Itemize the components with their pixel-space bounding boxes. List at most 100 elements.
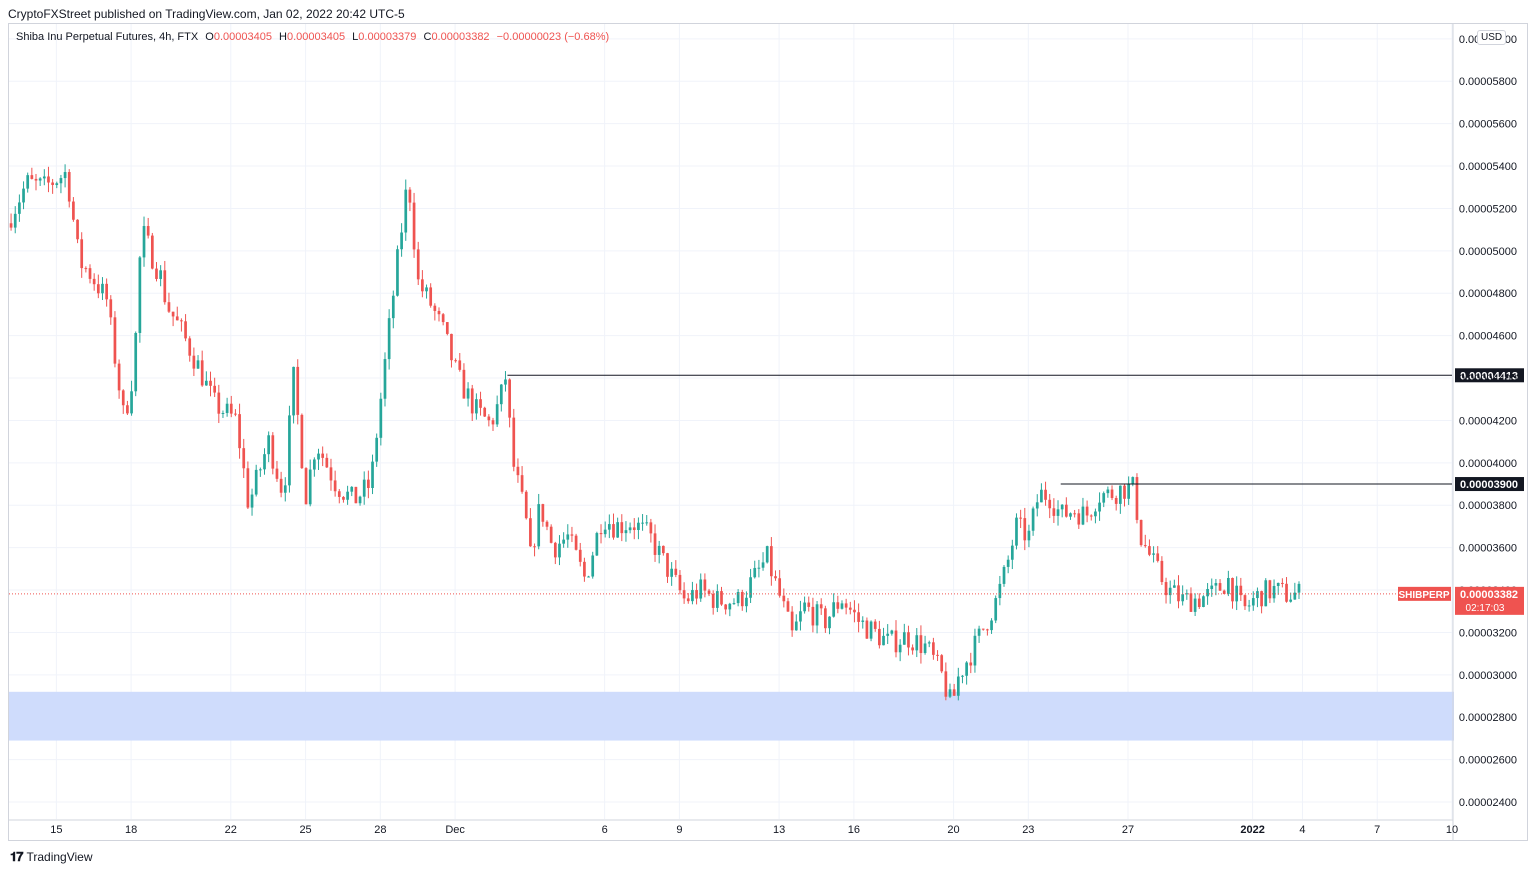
candle-body xyxy=(188,338,192,356)
candle-body xyxy=(715,591,719,608)
candle-body xyxy=(1114,498,1118,504)
candle-body xyxy=(445,322,449,334)
candle-body xyxy=(641,522,644,524)
open-value: 0.00003405 xyxy=(213,31,272,43)
candle-body xyxy=(969,662,973,666)
candle-body xyxy=(367,479,370,488)
candle-body xyxy=(416,249,420,280)
candle-body xyxy=(919,635,923,654)
candle-body xyxy=(254,469,258,495)
candle-body xyxy=(138,257,142,333)
open-key: O xyxy=(205,31,214,43)
candle-body xyxy=(782,595,786,602)
price-tag xyxy=(1455,586,1524,615)
candle-body xyxy=(940,655,944,672)
candle-body xyxy=(213,385,217,393)
candle-body xyxy=(1210,585,1214,589)
candle-body xyxy=(458,360,462,370)
candle-body xyxy=(383,359,387,399)
candle-body xyxy=(1035,502,1039,509)
currency-label[interactable]: USD xyxy=(1477,30,1507,45)
candle-body xyxy=(649,522,653,534)
candle-body xyxy=(1251,598,1255,606)
candle-body xyxy=(1040,489,1043,503)
candle-body xyxy=(1123,485,1126,499)
y-tick-label: 0.00005600 xyxy=(1459,119,1517,131)
candle-body xyxy=(973,635,977,666)
candle-body xyxy=(637,522,640,530)
y-tick-label: 0.00003200 xyxy=(1459,627,1517,639)
candle-body xyxy=(1214,583,1218,586)
candle-body xyxy=(986,629,989,631)
candle-body xyxy=(749,577,752,598)
candle-body xyxy=(246,468,250,508)
candle-body xyxy=(171,311,175,317)
candle-body xyxy=(180,320,183,322)
candle-body xyxy=(275,468,279,479)
candle-body xyxy=(932,642,935,655)
candle-body xyxy=(562,539,565,544)
candle-body xyxy=(936,654,939,656)
candle-body xyxy=(313,459,316,470)
candle-body xyxy=(101,283,104,294)
last-price-tag: SHIBPERP 0.00003382 02:17:03 xyxy=(1398,586,1524,615)
level-tag-label: 0.00004413 xyxy=(1460,370,1518,382)
candle-body xyxy=(923,643,927,654)
footer-brand[interactable]: 𝟏𝟕 TradingView xyxy=(10,849,93,865)
close-key: C xyxy=(423,31,432,43)
symbol-title: Shiba Inu Perpetual Futures, 4h, FTX xyxy=(16,31,199,43)
candle-body xyxy=(661,545,665,554)
y-tick-label: 0.00005000 xyxy=(1459,246,1517,258)
candle-body xyxy=(279,478,283,493)
candle-body xyxy=(657,545,661,555)
candle-body xyxy=(155,268,158,279)
y-tick-label: 0.00004200 xyxy=(1459,415,1517,427)
candle-body xyxy=(1247,605,1251,607)
candle-body xyxy=(1002,566,1006,584)
candle-body xyxy=(63,172,67,179)
y-tick-label: 0.00004000 xyxy=(1459,458,1517,470)
candle-body xyxy=(462,369,466,399)
candle-body xyxy=(894,630,898,653)
x-tick-label: 20 xyxy=(947,824,959,836)
candle-body xyxy=(774,576,777,579)
candle-body xyxy=(1160,560,1164,583)
candle-body xyxy=(204,380,208,386)
candle-body xyxy=(121,390,125,406)
candle-body xyxy=(1106,489,1110,494)
candle-body xyxy=(770,546,773,577)
candle-body xyxy=(520,475,524,492)
candle-body xyxy=(163,270,167,303)
candle-body xyxy=(375,437,379,462)
candle-body xyxy=(234,413,237,415)
candle-body xyxy=(574,535,578,550)
candle-body xyxy=(790,611,794,631)
level-tag xyxy=(1455,477,1524,492)
candle-body xyxy=(745,597,748,607)
candle-body xyxy=(200,360,204,386)
candle-body xyxy=(1297,583,1301,593)
candle-body xyxy=(857,612,860,622)
candle-body xyxy=(441,314,445,323)
x-axis: 15 18 22 25 28 Dec 6 9 13 16 20 23 27 2022 4 7 10 xyxy=(50,824,1458,836)
candle-body xyxy=(42,176,46,179)
candle-body xyxy=(350,486,354,492)
candle-body xyxy=(607,524,611,530)
high-value: 0.00003405 xyxy=(286,31,346,43)
candle-body xyxy=(22,188,25,203)
candle-body xyxy=(362,479,366,497)
candle-body xyxy=(620,522,624,534)
candle-body xyxy=(88,268,92,279)
candle-body xyxy=(475,399,478,414)
chart-frame[interactable] xyxy=(8,23,1528,841)
candle-body xyxy=(824,608,827,629)
candle-body xyxy=(686,598,690,602)
candle-body xyxy=(832,602,836,617)
candle-body xyxy=(321,453,325,458)
candle-body xyxy=(645,522,649,524)
candle-body xyxy=(1010,545,1014,560)
candle-body xyxy=(753,567,757,578)
candle-body xyxy=(412,202,416,250)
candle-body xyxy=(670,568,673,577)
